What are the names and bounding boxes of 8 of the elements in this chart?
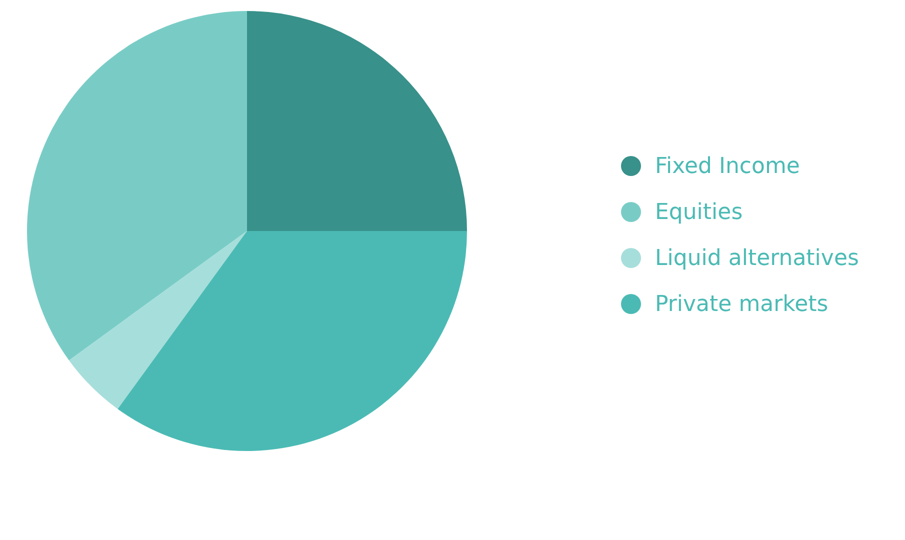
legend-label: Liquid alternatives bbox=[655, 246, 859, 270]
pie-slice bbox=[27, 11, 247, 360]
legend-label: Fixed Income bbox=[655, 154, 800, 178]
pie-slice bbox=[118, 231, 467, 451]
pie-slice bbox=[69, 231, 247, 409]
legend-label: Private markets bbox=[655, 292, 828, 316]
legend-label: Equities bbox=[655, 200, 743, 224]
pie-slice bbox=[247, 11, 467, 231]
